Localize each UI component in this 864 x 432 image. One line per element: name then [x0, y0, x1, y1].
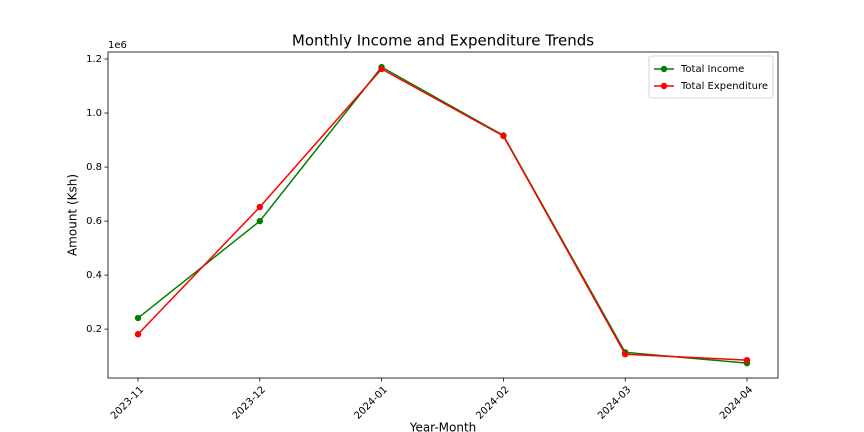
data-point — [500, 132, 507, 140]
y-tick-label: 0.8 — [86, 162, 102, 173]
y-tick-label: 0.2 — [86, 324, 102, 335]
series-line — [137, 66, 748, 364]
chart-title: Monthly Income and Expenditure Trends — [292, 32, 594, 50]
plot-frame — [107, 51, 779, 379]
data-point — [256, 217, 263, 225]
data-point — [134, 331, 142, 338]
data-point — [256, 203, 263, 211]
y-tick-label: 0.6 — [86, 216, 102, 227]
data-point — [378, 65, 385, 73]
legend-marker — [660, 65, 668, 73]
legend-marker — [660, 82, 668, 90]
y-tick-label: 1.2 — [86, 54, 102, 65]
legend-label: Total Expenditure — [680, 81, 768, 92]
data-point — [743, 356, 751, 364]
y-tick-label: 1.0 — [86, 108, 102, 119]
y-tick-label: 0.4 — [86, 270, 102, 281]
series-line — [137, 68, 748, 361]
data-point — [622, 351, 629, 358]
y-offset-label: 1e6 — [108, 40, 127, 51]
y-axis-label: Amount (Ksh) — [66, 174, 80, 256]
legend-box — [648, 55, 774, 99]
x-axis-label: Year-Month — [409, 421, 477, 432]
legend-label: Total Income — [680, 64, 744, 75]
data-point — [134, 314, 142, 322]
